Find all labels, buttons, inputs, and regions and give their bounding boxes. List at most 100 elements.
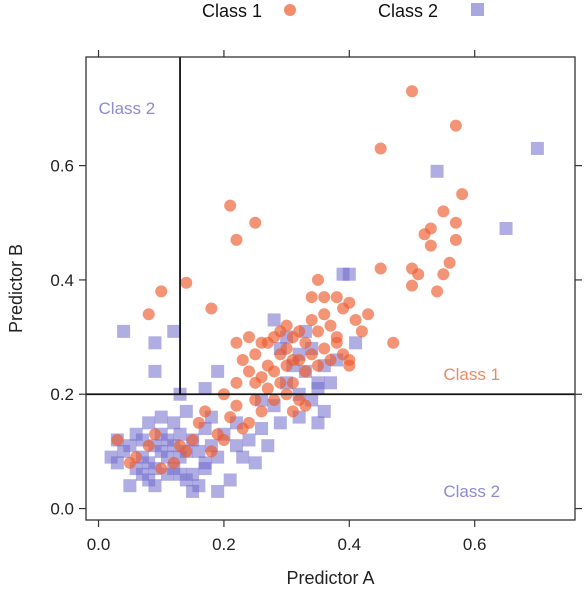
class-1-point [130,451,143,464]
class-1-point [211,428,224,441]
class-1-point [330,291,343,304]
x-tick-label: 0.0 [87,535,111,554]
y-tick-label: 0.2 [50,385,74,404]
y-tick-label: 0.6 [50,157,74,176]
class-2-point [255,422,269,436]
class-1-point [249,348,262,361]
class-1-point [268,393,281,406]
class-1-point [205,445,218,458]
class-1-point [280,342,293,355]
x-tick-label: 0.6 [463,535,487,554]
class-1-point [443,256,456,269]
class-1-point [230,399,243,412]
points-layer [104,85,544,498]
class-1-point [299,336,312,349]
class-1-point [243,365,255,378]
class-1-point [167,456,180,469]
class-1-point [249,216,262,229]
class-2-point [267,313,281,327]
class-2-point [148,364,162,378]
class-2-point [261,439,275,453]
x-axis-title: Predictor A [286,568,374,588]
class-1-point [142,308,155,321]
class-1-point [199,405,212,418]
x-tick-label: 0.4 [337,535,361,554]
class-2-point [148,479,162,493]
class-2-point [430,164,444,178]
legend: Class 1 Class 2 [202,1,484,21]
class-1-point [111,433,124,446]
class-2-point [154,410,168,424]
class-1-point [311,273,324,286]
class-1-point [286,405,299,418]
class-1-point [311,325,324,338]
class-2-point [117,324,131,338]
class-1-point [261,382,274,395]
class-2-point [242,433,256,447]
class-2-point [211,364,225,378]
class-2-point [173,467,187,481]
class-2-point [273,416,287,430]
class-2-point [179,404,193,418]
class-1-point [330,331,343,344]
y-axis-title: Predictor B [6,244,26,333]
class-1-point [255,371,268,384]
legend-marker-class-2 [471,3,484,16]
legend-label-class-1: Class 1 [202,1,262,21]
class-1-point [280,319,293,332]
class-2-point [229,439,243,453]
class-2-point [223,473,237,487]
class-1-point [286,353,299,366]
class-1-point [449,119,462,132]
class-1-point [412,268,425,281]
class-2-point [110,456,124,470]
class-1-point [311,359,324,372]
class-1-point [362,308,375,321]
class-1-point [437,205,450,218]
class-1-point [274,376,287,389]
class-1-point [148,428,161,441]
class-1-point [230,336,243,349]
class-1-point [224,411,237,424]
class-2-point [211,484,225,498]
class-2-point [324,376,337,390]
class-2-point [236,450,250,464]
class-1-point [449,216,462,229]
class-1-point [431,285,444,298]
x-tick-label: 0.2 [212,535,236,554]
y-tick-label: 0.4 [50,271,74,290]
class-1-point [355,325,368,338]
class-1-point [230,376,243,389]
class-1-point [318,291,331,304]
class-1-point [174,439,187,452]
class-1-point [374,142,387,155]
class-1-point [243,331,255,344]
region-label: Class 1 [443,365,500,384]
class-1-point [318,308,331,321]
class-1-point [299,399,312,412]
plot-frame [85,56,576,521]
class-1-point [305,313,318,326]
legend-label-class-2: Class 2 [378,1,438,21]
class-1-point [236,353,249,366]
class-1-point [318,342,331,355]
class-2-point [123,439,137,453]
class-2-point [186,484,200,498]
class-2-point [349,336,363,350]
class-1-point [186,433,199,446]
class-1-point [142,439,155,452]
class-1-point [343,353,356,366]
class-1-point [324,353,337,366]
class-2-point [123,479,137,493]
class-1-point [293,325,306,338]
class-1-point [406,279,418,292]
class-2-point [167,416,181,430]
class-1-point [406,85,418,98]
class-1-point [192,416,205,429]
class-1-point [255,405,268,418]
class-1-point [286,376,299,389]
class-1-point [261,336,274,349]
class-1-point [343,296,356,309]
class-1-point [456,188,469,201]
class-2-point [148,336,162,350]
